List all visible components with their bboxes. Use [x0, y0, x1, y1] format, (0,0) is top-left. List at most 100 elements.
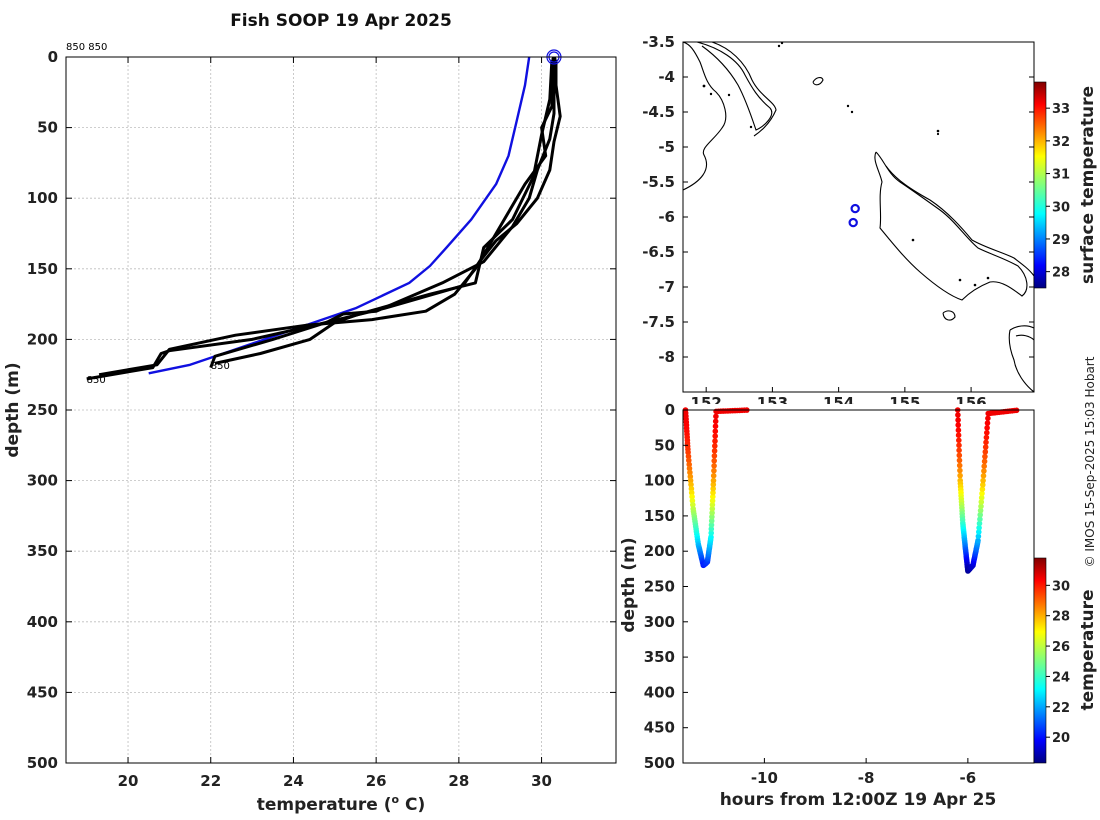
profile-annotation: 850 850: [66, 42, 107, 53]
profile-xlabel: temperature (o C): [257, 793, 426, 815]
map-y-tick-label: -5.5: [642, 173, 675, 191]
profile-annotations: 850 850 850 850: [66, 42, 230, 386]
map-colorbar-tick-label: 32: [1052, 135, 1070, 150]
depth-time-colorbar: [1033, 557, 1047, 764]
map-points: [848, 203, 860, 228]
map-y-tick-label: -6: [658, 208, 675, 226]
dive-point: [977, 516, 983, 522]
dive-point: [708, 534, 714, 540]
profile-y-tick-label: 250: [27, 401, 58, 419]
dive-point: [980, 477, 986, 484]
depth-time-y-tick-label: 300: [644, 613, 675, 631]
map-colorbar: [1033, 81, 1047, 289]
dive-point: [983, 439, 989, 446]
dive-point: [685, 453, 692, 460]
dive-point: [709, 506, 716, 512]
dive-point: [712, 423, 719, 430]
dive-point: [975, 537, 981, 544]
dive-point: [979, 490, 985, 497]
depth-time-y-tick-label: 50: [654, 436, 675, 454]
dive-point: [686, 461, 692, 468]
map-colorbar-tick-label: 30: [1052, 200, 1070, 215]
dive-point: [711, 453, 718, 459]
map-label-cover: [676, 404, 1036, 410]
dive-point: [976, 525, 982, 531]
dive-point: [955, 412, 961, 418]
profile-x-tick-label: 26: [366, 772, 387, 790]
dive-point: [982, 444, 989, 450]
map-y-tick-label: -7: [658, 278, 675, 296]
dive-point: [955, 427, 962, 434]
dive-point: [687, 473, 694, 480]
dive-point: [984, 429, 990, 436]
dive-point: [708, 530, 714, 536]
profile-line-cast-3: [209, 59, 556, 369]
dive-point: [688, 485, 695, 492]
depth-time-y-tick-label: 400: [644, 683, 675, 701]
dive-point: [711, 448, 718, 454]
profile-panel: 20 22 24 26 28 30 0 50 100 150 200 250 300 350 400 450…: [3, 42, 617, 815]
profile-y-tick-label: 0: [48, 48, 58, 66]
dive-point: [984, 420, 991, 426]
dive-point: [957, 467, 963, 474]
surface-marker-dot: [551, 56, 557, 62]
depth-time-y-tick-label: 500: [644, 754, 675, 772]
depth-time-x-tick-label: -10: [751, 769, 778, 787]
map-location-point: [850, 203, 860, 214]
depth-time-y-tick-label: 0: [665, 401, 675, 419]
map-y-tick-label: -7.5: [642, 313, 675, 331]
depth-time-xlabel: hours from 12:00Z 19 Apr 25: [720, 790, 997, 810]
dive-point: [688, 481, 694, 488]
figure-title: Fish SOOP 19 Apr 2025: [230, 11, 452, 31]
profile-x-ticks: 20 22 24 26 28 30: [118, 57, 552, 790]
map-y-tick-label: -4: [658, 68, 675, 86]
depth-time-y-tick-label: 450: [644, 719, 675, 737]
depth-time-axes-frame: [682, 409, 1035, 764]
dive-point: [710, 485, 716, 492]
dive-point: [981, 463, 987, 470]
map-x-ticks: 152 153 154 155 156: [676, 387, 1036, 412]
profile-y-tick-label: 450: [27, 683, 58, 701]
dive-point: [956, 457, 963, 464]
dive-point: [955, 432, 962, 439]
dive-point: [977, 512, 983, 518]
dive-point: [709, 498, 716, 504]
dive-point: [955, 422, 961, 428]
dive-point: [711, 463, 717, 469]
dive-point: [956, 442, 962, 449]
credit-text: © IMOS 15-Sep-2025 15:03 Hobart: [1083, 356, 1097, 567]
dive-point: [710, 493, 716, 500]
dive-point: [956, 452, 963, 459]
dive-point: [983, 434, 990, 441]
dive-point: [982, 449, 989, 455]
depth-time-colorbar-tick-label: 28: [1052, 610, 1070, 625]
map-colorbar-tick-label: 28: [1052, 266, 1070, 281]
dive-point: [712, 433, 718, 439]
dive-point: [686, 457, 692, 464]
profile-y-tick-label: 150: [27, 260, 58, 278]
map-y-tick-label: -5: [658, 138, 675, 156]
dive-point: [711, 467, 717, 474]
profile-line-cast-4: [214, 59, 554, 365]
profile-x-tick-label: 30: [531, 772, 552, 790]
dive-point: [710, 477, 717, 484]
dive-point: [981, 468, 987, 474]
profile-y-tick-label: 400: [27, 613, 58, 631]
profile-y-tick-label: 300: [27, 472, 58, 490]
dive-point: [977, 507, 984, 514]
depth-time-y-tick-label: 150: [644, 507, 675, 525]
dive-points: [682, 407, 1020, 574]
map-colorbar-tick-label: 29: [1052, 233, 1070, 248]
profile-ylabel: depth (m): [3, 362, 23, 457]
depth-time-colorbar-ticks: 20 22 24 26 28 30: [1046, 579, 1070, 746]
dive-point: [979, 486, 986, 493]
profile-y-tick-label: 100: [27, 189, 58, 207]
dive-point: [981, 458, 988, 465]
coastline: [683, 42, 1034, 392]
dive-point: [984, 425, 990, 431]
depth-time-colorbar-tick-label: 26: [1052, 640, 1070, 655]
dive-point: [711, 458, 717, 464]
dive-point: [976, 520, 983, 527]
dive-point: [975, 533, 982, 540]
